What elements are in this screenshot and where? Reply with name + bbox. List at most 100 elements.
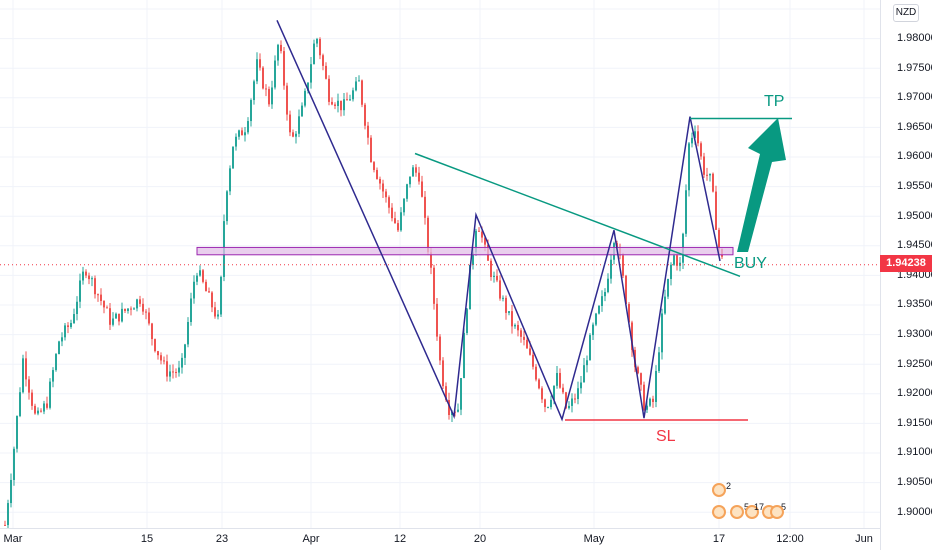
- candle-body: [58, 341, 60, 355]
- candle-body: [22, 358, 24, 393]
- price-tick: 1.96500: [897, 120, 932, 133]
- price-tick: 1.97000: [897, 91, 932, 104]
- event-count: 2: [726, 481, 732, 491]
- candle-body: [244, 132, 246, 136]
- candle-body: [334, 104, 336, 106]
- candle-body: [661, 313, 663, 353]
- candle-body: [109, 308, 111, 325]
- tp-label: TP: [764, 93, 785, 110]
- candle-body: [715, 191, 717, 230]
- candle-body: [235, 136, 237, 147]
- candle-body: [463, 332, 465, 379]
- candle-body: [703, 156, 705, 175]
- candle-body: [457, 409, 459, 412]
- candle-body: [301, 105, 303, 117]
- candle-body: [559, 372, 561, 388]
- candle-body: [442, 360, 444, 387]
- candle-body: [205, 281, 207, 292]
- candle-body: [625, 275, 627, 305]
- candle-body: [100, 294, 102, 301]
- candle-body: [277, 44, 279, 61]
- candle-body: [34, 405, 36, 414]
- candle-body: [388, 197, 390, 208]
- price-tick: 1.96000: [897, 150, 932, 163]
- candle-body: [31, 392, 33, 406]
- candle-body: [583, 365, 585, 383]
- candle-body: [670, 264, 672, 279]
- candle-body: [562, 387, 564, 393]
- candle-body: [103, 300, 105, 308]
- candle-body: [580, 382, 582, 389]
- candle-body: [517, 324, 519, 331]
- candle-body: [592, 324, 594, 336]
- candle-body: [382, 183, 384, 192]
- candle-body: [313, 43, 315, 65]
- candle-body: [688, 143, 690, 191]
- price-tick: 1.97500: [897, 61, 932, 74]
- candle-body: [646, 405, 648, 410]
- candle-body: [418, 172, 420, 182]
- sl-label: SL: [656, 428, 676, 445]
- candle-body: [595, 313, 597, 325]
- price-chart[interactable]: [0, 0, 880, 528]
- candle-body: [550, 399, 552, 408]
- candle-body: [10, 479, 12, 504]
- candle-body: [220, 276, 222, 315]
- candle-body: [547, 407, 549, 409]
- currency-selector[interactable]: NZD: [893, 4, 919, 22]
- event-flag-icon[interactable]: [770, 505, 784, 519]
- candle-body: [565, 392, 567, 409]
- event-flag-icon[interactable]: [745, 505, 759, 519]
- event-flag-icon[interactable]: [730, 505, 744, 519]
- candle-body: [19, 392, 21, 416]
- candle-body: [574, 398, 576, 400]
- candle-body: [508, 311, 510, 313]
- candle-body: [232, 146, 234, 169]
- candle-body: [409, 176, 411, 185]
- price-tick: 1.95000: [897, 209, 932, 222]
- candle-body: [691, 137, 693, 144]
- candle-body: [115, 313, 117, 319]
- event-flag-icon[interactable]: [712, 505, 726, 519]
- time-tick: Apr: [302, 533, 320, 545]
- candle-body: [118, 313, 120, 322]
- candle-body: [88, 275, 90, 280]
- candle-body: [649, 398, 651, 406]
- candle-body: [466, 309, 468, 333]
- candle-body: [370, 137, 372, 163]
- candle-body: [622, 255, 624, 276]
- candle-body: [229, 168, 231, 192]
- candle-body: [199, 270, 201, 276]
- candle-body: [295, 133, 297, 137]
- candle-body: [655, 370, 657, 403]
- candle-body: [79, 280, 81, 302]
- candle-body: [706, 174, 708, 176]
- candle-body: [373, 162, 375, 170]
- candle-body: [340, 100, 342, 111]
- candle-body: [316, 38, 318, 44]
- candle-body: [598, 305, 600, 314]
- time-axis[interactable]: Mar 15 23 Apr 12 20 May 17 12:00 Jun: [0, 528, 880, 551]
- candle-body: [664, 296, 666, 314]
- candle-body: [40, 410, 42, 412]
- candle-body: [208, 291, 210, 293]
- candle-body: [247, 121, 249, 133]
- candle-body: [439, 336, 441, 361]
- candle-body: [505, 297, 507, 313]
- event-flag-icon[interactable]: [712, 483, 726, 497]
- candle-body: [322, 55, 324, 66]
- candle-body: [676, 255, 678, 266]
- candle-body: [367, 125, 369, 138]
- candle-body: [76, 301, 78, 315]
- candle-body: [658, 352, 660, 371]
- support-zone: [196, 246, 734, 256]
- price-axis[interactable]: 1 1.980001.975001.970001.965001.960001.9…: [880, 0, 932, 550]
- candle-body: [589, 335, 591, 361]
- candle-body: [274, 60, 276, 88]
- chart-canvas[interactable]: [0, 0, 880, 528]
- candle-body: [325, 65, 327, 79]
- time-tick: Mar: [3, 533, 23, 545]
- candle-body: [157, 351, 159, 356]
- candle-body: [712, 173, 714, 192]
- candle-body: [280, 44, 282, 52]
